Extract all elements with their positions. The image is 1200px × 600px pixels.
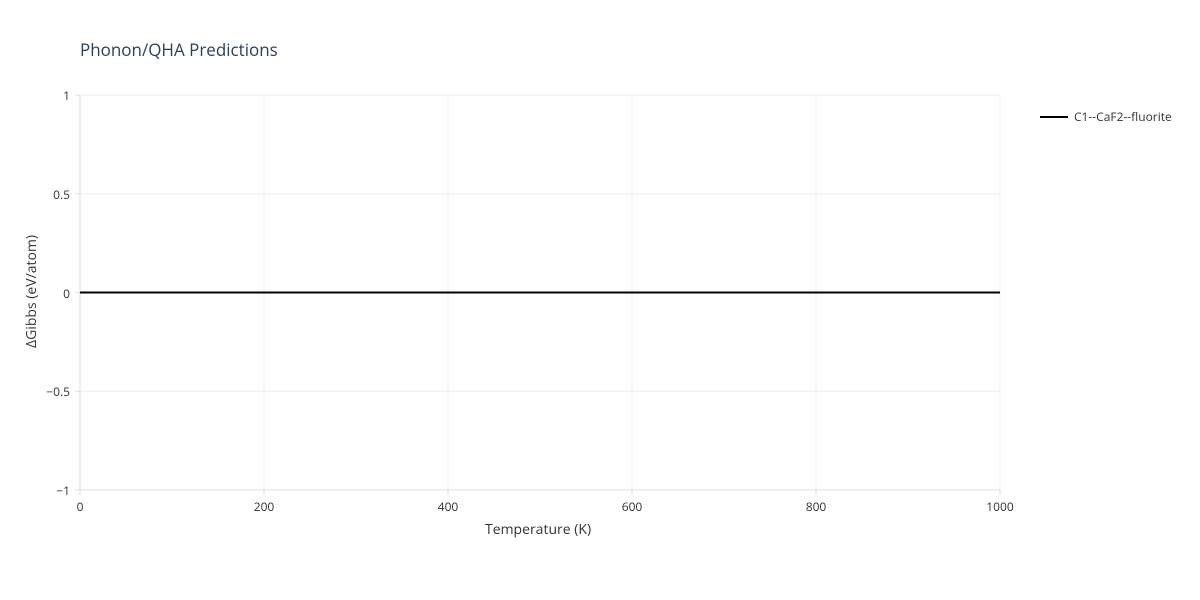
x-tick-label: 400 (428, 498, 468, 515)
legend-series-label: C1--CaF2--fluorite (1074, 108, 1172, 125)
x-tick-label: 800 (796, 498, 836, 515)
x-axis-label: Temperature (K) (485, 520, 591, 539)
legend-series-line (1040, 116, 1068, 118)
chart-plot-area (0, 0, 1200, 600)
y-tick-label: −1 (56, 482, 70, 499)
y-tick-label: −0.5 (46, 383, 70, 400)
y-tick-label: 0.5 (53, 186, 70, 203)
legend[interactable]: C1--CaF2--fluorite (1040, 108, 1172, 125)
y-tick-label: 1 (63, 87, 70, 104)
y-axis-label: ΔGibbs (eV/atom) (22, 234, 41, 347)
x-tick-label: 200 (244, 498, 284, 515)
x-tick-label: 0 (60, 498, 100, 515)
y-tick-label: 0 (63, 285, 70, 302)
x-tick-label: 600 (612, 498, 652, 515)
chart-container: Phonon/QHA Predictions Temperature (K) Δ… (0, 0, 1200, 600)
x-tick-label: 1000 (980, 498, 1020, 515)
